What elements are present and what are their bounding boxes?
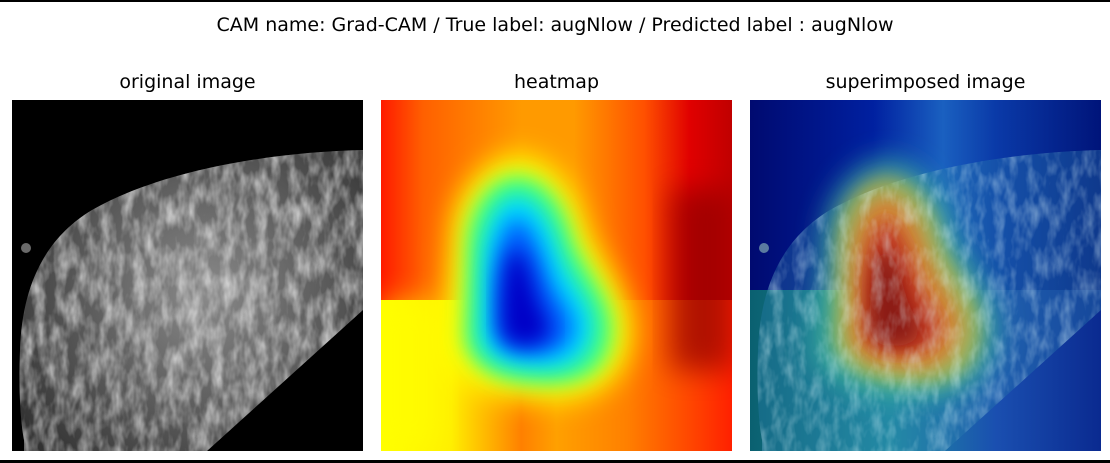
panel-title-superimposed: superimposed image [825,71,1026,93]
superimposed-graphic [750,100,1101,451]
panel-title-heatmap: heatmap [513,71,600,93]
heatmap-image [381,100,732,451]
heatmap-graphic [381,100,732,451]
panel-title-original: original image [119,71,256,93]
panel-superimposed: superimposed image [750,68,1101,451]
bottom-border [0,460,1110,463]
mammogram-graphic [12,100,363,451]
top-border [0,0,1110,2]
superimposed-image [750,100,1101,451]
panel-heatmap: heatmap [381,68,732,451]
figure-suptitle: CAM name: Grad-CAM / True label: augNlow… [216,14,894,36]
panel-original: original image [12,68,363,451]
original-image [12,100,363,451]
